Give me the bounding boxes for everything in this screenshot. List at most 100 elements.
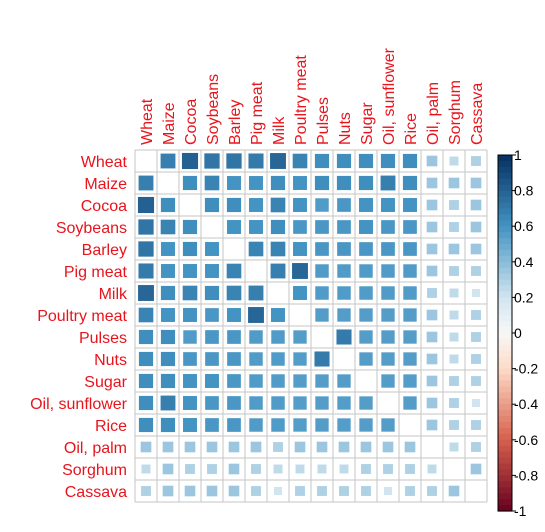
cell-soybeans-x-cassava xyxy=(470,221,482,233)
row-label-poultry-meat: Poultry meat xyxy=(37,308,127,325)
colorbar-segment xyxy=(498,155,512,162)
colorbar-segment xyxy=(498,285,512,293)
column-label-barley: Barley xyxy=(227,100,244,145)
colorbar: 1 0.8 0.6 0.4 0.2 0 -0.2 -0.4 -0.6 -0.8 -1 xyxy=(497,147,538,519)
cell-soybeans-x-oil-sunflower xyxy=(381,220,395,234)
colorbar-segment xyxy=(498,244,512,251)
colorbar-segment xyxy=(498,433,512,441)
row-label-wheat: Wheat xyxy=(81,154,128,171)
cell-cocoa-x-cassava xyxy=(470,199,482,211)
cell-barley-x-soybeans xyxy=(205,242,219,256)
cell-barley-x-sorghum xyxy=(448,243,460,255)
colorbar-segment xyxy=(498,220,512,227)
cell-milk-x-nuts xyxy=(337,286,351,300)
colorbar-tick-label: 0.6 xyxy=(514,218,534,234)
cell-maize-x-pulses xyxy=(314,175,330,191)
cell-pulses-x-cocoa xyxy=(183,330,197,344)
cell-barley-x-nuts xyxy=(337,242,351,256)
cell-cocoa-x-oil-sunflower xyxy=(381,198,395,212)
row-label-pig-meat: Pig meat xyxy=(64,264,128,281)
cell-nuts-x-barley xyxy=(227,352,241,366)
colorbar-segment xyxy=(498,166,512,174)
cell-poultry-meat-x-wheat xyxy=(138,307,154,323)
cell-milk-x-cassava xyxy=(471,288,481,298)
colorbar-segment xyxy=(498,303,512,310)
cell-cassava-x-oil-sunflower xyxy=(383,486,393,496)
cell-nuts-x-poultry-meat xyxy=(293,352,307,366)
cell-pulses-x-milk xyxy=(271,330,285,344)
column-labels: Wheat Maize Cocoa Soybeans Barley Pig meat Mil… xyxy=(139,47,486,145)
colorbar-segment xyxy=(498,232,512,239)
cell-milk-x-barley xyxy=(226,285,242,301)
cell-oil-sunflower-x-cassava xyxy=(471,398,481,408)
cell-sugar-x-barley xyxy=(227,374,241,388)
cell-milk-x-oil-palm xyxy=(427,288,437,298)
cell-wheat-x-cocoa xyxy=(181,152,199,170)
cell-oil-palm-x-wheat xyxy=(140,441,152,453)
cell-soybeans-x-pig-meat xyxy=(249,220,263,234)
cell-wheat-x-sorghum xyxy=(449,156,459,166)
column-label-milk: Milk xyxy=(271,116,288,145)
colorbar-segment xyxy=(498,398,512,405)
colorbar-segment xyxy=(498,499,512,506)
cell-pulses-x-nuts xyxy=(336,329,352,345)
cell-rice-x-poultry-meat xyxy=(293,418,307,432)
cell-milk-x-pig-meat xyxy=(248,285,264,301)
cell-milk-x-cocoa xyxy=(182,285,198,301)
cell-sugar-x-oil-palm xyxy=(426,375,438,387)
cell-milk-x-pulses xyxy=(315,286,329,300)
cell-poultry-meat-x-rice xyxy=(403,308,417,322)
cell-poultry-meat-x-pulses xyxy=(315,308,329,322)
cell-rice-x-pig-meat xyxy=(249,418,263,432)
cell-maize-x-wheat xyxy=(138,175,154,191)
colorbar-segment xyxy=(498,255,512,263)
cell-pig-meat-x-sorghum xyxy=(449,266,459,276)
cell-cassava-x-pig-meat xyxy=(251,486,261,496)
cell-poultry-meat-x-cassava xyxy=(471,310,481,320)
cell-oil-palm-x-pulses xyxy=(316,441,328,453)
column-label-poultry-meat: Poultry meat xyxy=(293,55,310,145)
cell-rice-x-sorghum xyxy=(449,420,459,430)
colorbar-segment xyxy=(498,427,512,435)
cell-oil-palm-x-cocoa xyxy=(184,441,196,453)
cell-cassava-x-maize xyxy=(162,485,174,497)
cell-soybeans-x-oil-palm xyxy=(426,221,438,233)
cell-pulses-x-pig-meat xyxy=(249,330,263,344)
cell-nuts-x-wheat xyxy=(138,351,154,367)
cell-cocoa-x-oil-palm xyxy=(426,199,438,211)
colorbar-tick-label: -0.8 xyxy=(514,467,538,483)
cell-rice-x-sugar xyxy=(359,418,373,432)
cell-pig-meat-x-poultry-meat xyxy=(292,263,308,279)
colorbar-segment xyxy=(498,392,512,399)
row-label-nuts: Nuts xyxy=(94,352,127,369)
cell-pig-meat-x-cassava xyxy=(471,266,481,276)
colorbar-segment xyxy=(498,368,512,376)
cell-cassava-x-pulses xyxy=(317,486,327,496)
cell-sorghum-x-nuts xyxy=(339,464,349,474)
cell-oil-palm-x-maize xyxy=(162,441,174,453)
cell-sorghum-x-oil-palm xyxy=(427,464,437,474)
cell-barley-x-poultry-meat xyxy=(293,242,307,256)
cell-nuts-x-oil-palm xyxy=(426,353,438,365)
colorbar-segment xyxy=(498,445,512,453)
colorbar-tick-label: -0.2 xyxy=(514,361,538,377)
cell-oil-palm-x-barley xyxy=(228,441,240,453)
cell-maize-x-oil-sunflower xyxy=(380,175,396,191)
cell-oil-sunflower-x-barley xyxy=(227,396,241,410)
cell-nuts-x-rice xyxy=(403,352,417,366)
cell-pulses-x-oil-sunflower xyxy=(381,330,395,344)
cell-maize-x-barley xyxy=(227,176,241,190)
cell-oil-palm-x-pig-meat xyxy=(250,441,262,453)
cell-soybeans-x-maize xyxy=(160,219,176,235)
cell-oil-sunflower-x-rice xyxy=(403,396,417,410)
row-label-sorghum: Sorghum xyxy=(62,462,127,479)
cell-sorghum-x-poultry-meat xyxy=(295,464,305,474)
cell-oil-sunflower-x-poultry-meat xyxy=(293,396,307,410)
cell-sugar-x-nuts xyxy=(337,374,351,388)
cell-nuts-x-sugar xyxy=(359,352,373,366)
cell-cocoa-x-pig-meat xyxy=(249,198,263,212)
cell-pig-meat-x-milk xyxy=(270,263,286,279)
column-label-pig-meat: Pig meat xyxy=(249,81,266,145)
cell-poultry-meat-x-oil-palm xyxy=(426,309,438,321)
row-label-soybeans: Soybeans xyxy=(56,220,127,237)
